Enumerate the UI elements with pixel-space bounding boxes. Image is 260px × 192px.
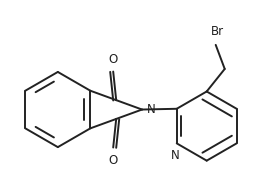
Text: N: N bbox=[171, 149, 180, 162]
Text: N: N bbox=[147, 103, 155, 116]
Text: O: O bbox=[109, 154, 118, 166]
Text: Br: Br bbox=[211, 25, 224, 38]
Text: O: O bbox=[109, 53, 118, 65]
